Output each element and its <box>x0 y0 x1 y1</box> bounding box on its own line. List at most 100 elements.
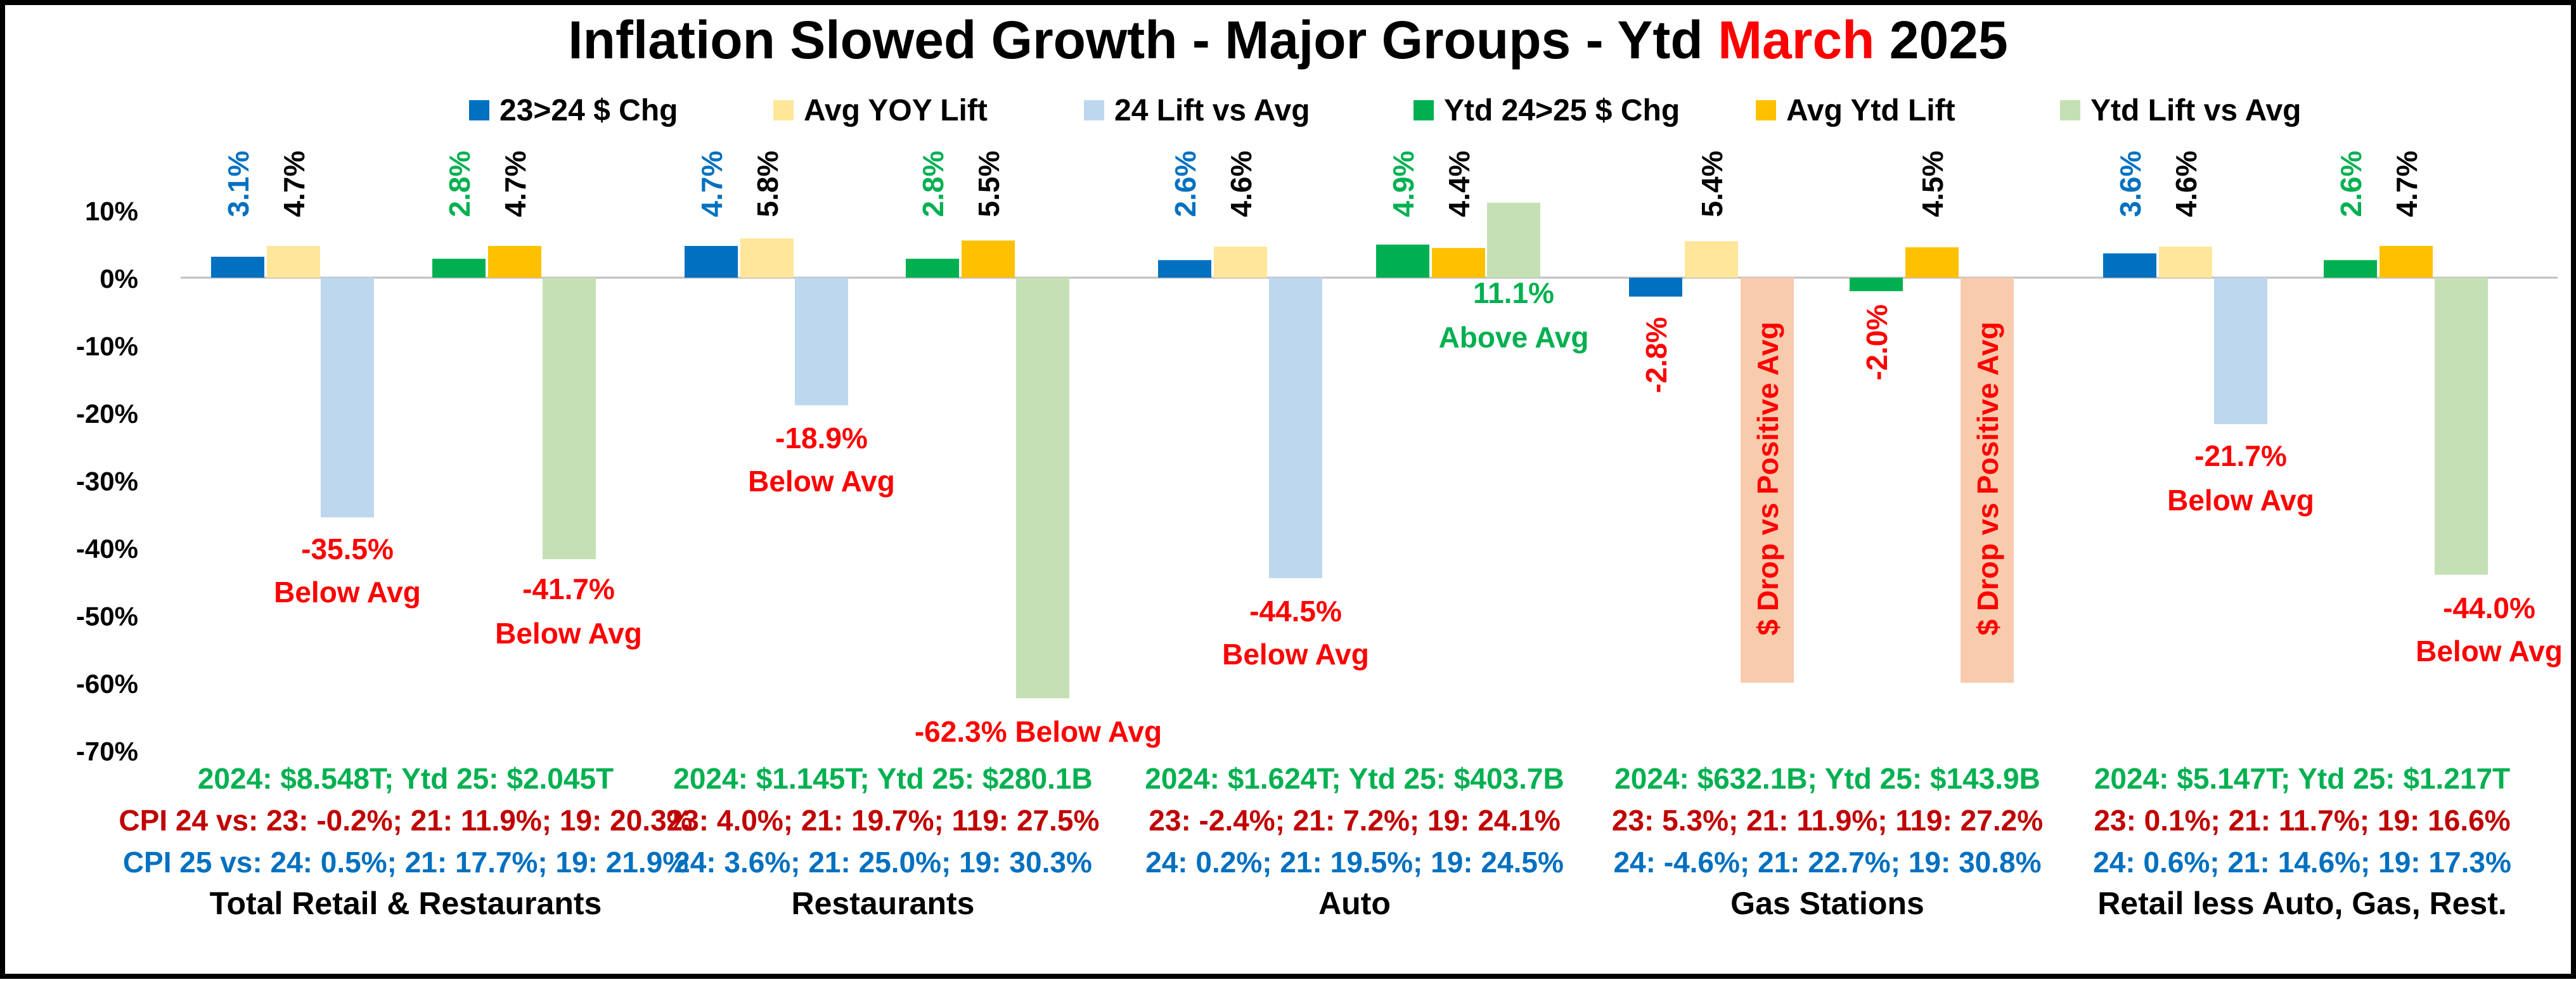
bar-value-label: 4.6% <box>1225 151 1258 217</box>
footnote-cpi24: 23: -2.4%; 21: 7.2%; 19: 24.1% <box>1149 804 1560 837</box>
category-label: Restaurants <box>792 886 975 921</box>
bar-annotation: Below Avg <box>495 617 642 650</box>
bar-annotation: -62.3% Below Avg <box>915 715 1162 748</box>
bar-g1-s4 <box>962 240 1015 278</box>
category-label: Gas Stations <box>1730 886 1924 921</box>
legend-label-3: Ytd 24>25 $ Chg <box>1444 94 1680 127</box>
bar-value-label: 4.4% <box>1443 151 1476 217</box>
bar-annotation: Below Avg <box>274 576 421 609</box>
footnote-totals: 2024: $1.624T; Ytd 25: $403.7B <box>1145 762 1564 795</box>
y-tick-label: -10% <box>76 332 138 361</box>
bar-annotation: Above Avg <box>1439 321 1589 354</box>
y-tick-label: 0% <box>100 264 138 294</box>
legend-swatch-4 <box>1756 100 1776 120</box>
bar-value-label: 4.9% <box>1387 151 1420 217</box>
footnote-totals: 2024: $632.1B; Ytd 25: $143.9B <box>1614 762 2040 795</box>
footnote-totals: 2024: $5.147T; Ytd 25: $1.217T <box>2094 762 2510 795</box>
footnotes-layer: 2024: $8.548T; Ytd 25: $2.045T CPI 24 vs:… <box>119 762 2511 921</box>
footnote-cpi24: 23: 5.3%; 21: 11.9%; 119: 27.2% <box>1612 804 2043 837</box>
category-label: Retail less Auto, Gas, Rest. <box>2097 886 2507 921</box>
bar-value-label: 2.8% <box>443 151 476 217</box>
bars-layer <box>211 202 2488 699</box>
legend-label-1: Avg YOY Lift <box>804 94 988 127</box>
bar-value-label: 2.8% <box>917 151 950 217</box>
bar-annotation: $ Drop vs Positive Avg <box>1751 321 1784 635</box>
bar-value-label: 5.8% <box>751 151 784 217</box>
bar-g3-s3 <box>1850 278 1903 292</box>
bar-annotation: -2.8% <box>1640 317 1673 393</box>
footnote-cpi25: 24: 0.2%; 21: 19.5%; 19: 24.5% <box>1145 846 1564 879</box>
chart-title-highlight: March <box>1718 10 1874 70</box>
legend-swatch-2 <box>1084 100 1104 120</box>
bar-annotation: Below Avg <box>2416 635 2563 668</box>
legend-swatch-1 <box>773 100 794 120</box>
footnote-cpi24: 23: 4.0%; 21: 19.7%; 119: 27.5% <box>667 804 1100 837</box>
bar-g4-s3 <box>2324 260 2377 278</box>
bar-value-label: 4.7% <box>2390 151 2423 217</box>
bar-value-label: 3.6% <box>2114 151 2147 217</box>
footnote-cpi25: 24: 3.6%; 21: 25.0%; 19: 30.3% <box>674 846 1092 879</box>
bar-g4-s5 <box>2435 278 2488 575</box>
y-tick-label: -40% <box>76 534 138 564</box>
legend-swatch-5 <box>2060 100 2080 120</box>
bar-value-label: 2.6% <box>2334 151 2367 217</box>
bar-g4-s0 <box>2103 253 2156 278</box>
bar-g2-s4 <box>1432 248 1485 278</box>
bar-g3-s1 <box>1685 241 1738 278</box>
bar-annotation: -41.7% <box>522 572 615 605</box>
bar-value-label: 4.6% <box>2170 151 2203 217</box>
bar-g4-s4 <box>2380 245 2433 278</box>
footnote-cpi24: CPI 24 vs: 23: -0.2%; 21: 11.9%; 19: 20.… <box>119 804 692 837</box>
bar-g0-s3 <box>432 259 486 278</box>
bar-annotation: $ Drop vs Positive Avg <box>1971 321 2004 635</box>
y-tick-label: -30% <box>76 467 138 496</box>
legend-label-4: Avg Ytd Lift <box>1786 94 1955 127</box>
legend-label-0: 23>24 $ Chg <box>499 94 678 127</box>
bar-g2-s1 <box>1214 247 1267 278</box>
bar-annotation: -18.9% <box>775 422 868 455</box>
bar-g2-s3 <box>1376 244 1429 278</box>
bar-annotation: -21.7% <box>2194 439 2287 472</box>
bar-g0-s2 <box>321 278 374 518</box>
footnote-cpi24: 23: 0.1%; 21: 11.7%; 19: 16.6% <box>2094 804 2510 837</box>
bar-g1-s2 <box>795 278 848 406</box>
y-axis: 10% 0% -10% -20% -30% -40% -50% -60% -70% <box>76 197 138 766</box>
bar-annotation: Below Avg <box>1222 638 1369 671</box>
y-tick-label: -60% <box>76 669 138 699</box>
bar-g0-s5 <box>543 278 596 560</box>
y-tick-label: -50% <box>76 602 138 631</box>
bar-g3-s4 <box>1905 247 1959 278</box>
legend-label-5: Ytd Lift vs Avg <box>2090 94 2301 127</box>
chart-title-part3: 2025 <box>1874 10 2007 70</box>
bar-g1-s3 <box>906 259 959 278</box>
bar-annotation: Below Avg <box>748 465 895 498</box>
bar-g0-s0 <box>211 256 264 278</box>
bar-g1-s0 <box>685 245 738 278</box>
bar-g0-s1 <box>267 245 320 278</box>
bar-value-label: 4.7% <box>695 151 728 217</box>
bar-value-label: 4.7% <box>499 151 532 217</box>
chart-legend: 23>24 $ Chg Avg YOY Lift 24 Lift vs Avg Ytd… <box>469 94 2301 127</box>
bar-value-label: 5.5% <box>972 151 1005 217</box>
bar-g3-s5 <box>1961 278 2014 683</box>
footnote-cpi25: 24: 0.6%; 21: 14.6%; 19: 17.3% <box>2093 846 2511 879</box>
category-label: Auto <box>1318 886 1391 921</box>
chart-title: Inflation Slowed Growth - Major Groups -… <box>568 10 2007 70</box>
bar-g2-s2 <box>1269 278 1322 578</box>
bar-g4-s2 <box>2214 278 2267 425</box>
bar-value-label: 4.5% <box>1916 151 1949 217</box>
bar-g1-s1 <box>740 238 794 278</box>
bar-value-label: 2.6% <box>1169 151 1202 217</box>
legend-label-2: 24 Lift vs Avg <box>1114 94 1310 127</box>
bar-g0-s4 <box>488 245 541 278</box>
labels-layer: 3.1% 4.7% 2.8% 4.7% -35.5% Below Avg -41.7% Bel… <box>222 151 2563 748</box>
category-label: Total Retail & Restaurants <box>210 886 602 921</box>
bar-g3-s2 <box>1741 278 1794 683</box>
bar-annotation: 11.1% <box>1473 276 1554 309</box>
bar-value-label: 4.7% <box>278 151 311 217</box>
y-tick-label: -70% <box>76 737 138 766</box>
legend-swatch-0 <box>469 100 489 120</box>
bar-g2-s0 <box>1158 260 1211 278</box>
footnote-totals: 2024: $1.145T; Ytd 25: $280.1B <box>673 762 1092 795</box>
